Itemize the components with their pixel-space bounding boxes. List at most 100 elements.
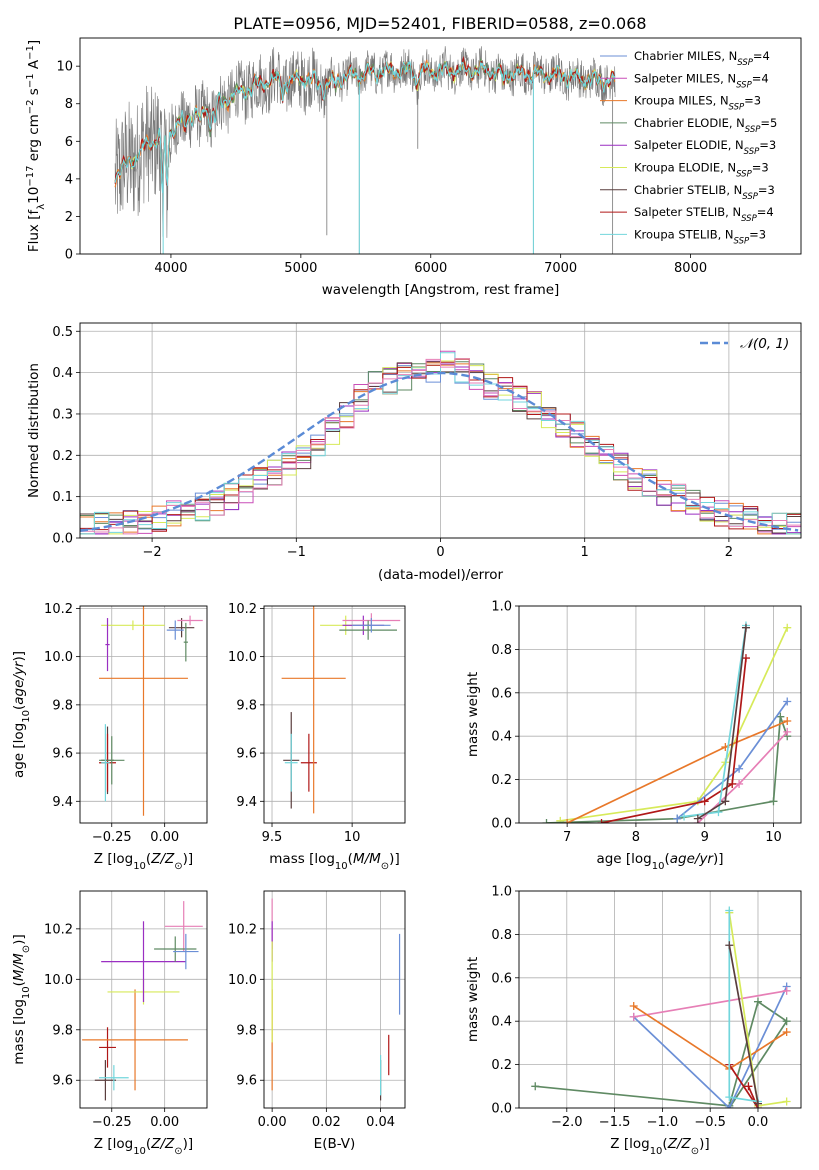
legend-name: Salpeter STELIB, N bbox=[634, 205, 741, 219]
label-part: M/M bbox=[11, 953, 27, 981]
residual-legend: 𝒩(0, 1) bbox=[700, 336, 789, 352]
x-tick-label: 4000 bbox=[154, 261, 187, 276]
y-tick-label: 10.0 bbox=[228, 650, 257, 665]
plot-area bbox=[82, 901, 203, 1101]
label-part: mass [log bbox=[11, 999, 27, 1065]
legend-n: =3 bbox=[749, 227, 766, 241]
axes-massweight-vs-Z: −2.0 −1.5 −1.0 −0.5 0.0 0.0 0.2 0.4 0.6 0.8 1.0 Z [… bbox=[465, 885, 802, 1157]
legend-sub: SSP bbox=[729, 103, 745, 113]
legend-entry: Kroupa ELODIE, NSSP=3 bbox=[634, 161, 769, 180]
legend-sub: SSP bbox=[742, 192, 758, 202]
label-part: 10 bbox=[335, 861, 348, 872]
legend-sub: SSP bbox=[736, 170, 752, 180]
x-axis-label: Z [log10(Z/Z⊙)] bbox=[94, 851, 193, 872]
mass-weight-marker bbox=[673, 814, 682, 823]
x-tick-label: 0.02 bbox=[312, 1115, 341, 1130]
mass-weight-marker bbox=[725, 941, 734, 950]
legend-entry: 𝒩(0, 1) bbox=[740, 336, 789, 352]
legend-name: Chabrier ELODIE, N bbox=[634, 116, 745, 130]
axes-frame bbox=[263, 890, 406, 1109]
mass-weight-line bbox=[633, 989, 787, 1018]
label-part: 10 bbox=[650, 1146, 663, 1157]
label-part: 10 bbox=[21, 710, 32, 723]
label-part: −17 bbox=[25, 166, 36, 187]
mass-weight-marker bbox=[725, 1104, 734, 1108]
x-tick-label: 10 bbox=[765, 830, 782, 845]
axes-age-vs-Z: −0.25 0.009.49.69.810.010.2Z [log10(Z/Z⊙)… bbox=[11, 602, 208, 872]
x-tick-label: 0.00 bbox=[150, 1115, 179, 1130]
y-tick-label: 10.0 bbox=[44, 973, 73, 988]
grid bbox=[264, 891, 405, 1108]
legend-name: Kroupa STELIB, N bbox=[634, 227, 734, 241]
legend-entry: Chabrier ELODIE, NSSP=5 bbox=[634, 116, 777, 135]
legend-n: =4 bbox=[752, 71, 769, 85]
mass-weight-line bbox=[728, 1064, 759, 1108]
label-part: )] bbox=[389, 851, 400, 867]
y-axis-label: Normed distribution bbox=[26, 363, 42, 498]
label-part: λ bbox=[36, 204, 47, 210]
axes-mass-vs-ebv: 0.00 0.02 0.04 9.6 9.8 10.0 10.2 E(B-V) bbox=[228, 890, 406, 1152]
y-tick-label: 9.8 bbox=[236, 698, 257, 713]
axes-frame bbox=[79, 605, 208, 824]
label-part: age [log bbox=[11, 723, 27, 778]
mass-weight-marker bbox=[783, 727, 792, 736]
y-tick-label: 9.8 bbox=[52, 1023, 73, 1038]
y-tick-label: 0 bbox=[65, 248, 73, 263]
mass-weight-marker bbox=[680, 812, 689, 821]
label-part: 10 bbox=[133, 861, 146, 872]
axes-spectrum: 4000 5000 6000 7000 8000 0 2 4 6 8 10 Chabrier MILE… bbox=[25, 37, 802, 298]
mass-weight-marker bbox=[542, 819, 551, 823]
label-part: mass [log bbox=[269, 851, 335, 867]
x-tick-label: 0.04 bbox=[366, 1115, 395, 1130]
label-part: ⊙ bbox=[381, 861, 389, 872]
label-part: Z/Z bbox=[667, 1136, 692, 1152]
label-part: 10 bbox=[21, 986, 32, 999]
x-tick-label: 0.0 bbox=[748, 1115, 769, 1130]
label-part: M/M bbox=[353, 851, 381, 867]
x-tick-label: −1 bbox=[287, 545, 306, 560]
y-tick-label: 0.2 bbox=[52, 449, 73, 464]
label-part: ( bbox=[348, 851, 353, 867]
y-tick-label: 0.6 bbox=[491, 971, 512, 986]
label-part: ( bbox=[146, 1136, 151, 1152]
y-tick-label: 9.6 bbox=[52, 747, 73, 762]
legend-name: Chabrier STELIB, N bbox=[634, 183, 742, 197]
legend-entry: Salpeter ELODIE, NSSP=3 bbox=[634, 138, 776, 157]
y-tick-label: 2 bbox=[65, 210, 73, 225]
mass-weight-marker bbox=[783, 697, 792, 706]
label-part: ( bbox=[11, 705, 27, 710]
mass-weight-marker bbox=[753, 997, 762, 1006]
mass-weight-marker bbox=[769, 797, 778, 806]
y-tick-label: 0.0 bbox=[52, 532, 73, 547]
y-axis-label: age [log10(age/yr)] bbox=[11, 651, 32, 778]
label-part: ⊙ bbox=[21, 945, 32, 953]
mass-weight-marker bbox=[531, 1082, 540, 1091]
mass-weight-line bbox=[560, 627, 788, 822]
y-axis-label: mass weight bbox=[465, 957, 481, 1042]
x-tick-label: 2 bbox=[725, 545, 733, 560]
y-tick-label: 10.2 bbox=[44, 922, 73, 937]
x-tick-label: −2 bbox=[143, 545, 162, 560]
legend-n: =3 bbox=[759, 138, 776, 152]
x-tick-label: 5000 bbox=[284, 261, 317, 276]
figure-title: PLATE=0956, MJD=52401, FIBERID=0588, z=0… bbox=[233, 14, 646, 33]
label-part: )] bbox=[713, 851, 724, 867]
y-tick-label: 0.8 bbox=[491, 643, 512, 658]
label-part: −1 bbox=[25, 45, 36, 60]
y-tick-label: 9.8 bbox=[236, 1023, 257, 1038]
label-part: ⊙ bbox=[174, 1146, 182, 1157]
legend-name: Kroupa MILES, N bbox=[634, 94, 729, 108]
y-tick-label: 10.0 bbox=[44, 650, 73, 665]
mass-weight-marker bbox=[783, 717, 792, 726]
label-part: Z/Z bbox=[150, 1136, 175, 1152]
y-tick-label: 0.3 bbox=[52, 407, 73, 422]
label-part: ( bbox=[11, 981, 27, 986]
label-part: ( bbox=[664, 851, 669, 867]
observed-spectrum-line bbox=[114, 46, 616, 238]
legend-name: Salpeter ELODIE, N bbox=[634, 138, 744, 152]
mass-weight-marker bbox=[725, 1093, 734, 1102]
label-part: )] bbox=[11, 651, 27, 662]
histogram-step bbox=[80, 358, 801, 535]
y-tick-label: 10.0 bbox=[228, 973, 257, 988]
mass-weight-marker bbox=[714, 808, 723, 817]
